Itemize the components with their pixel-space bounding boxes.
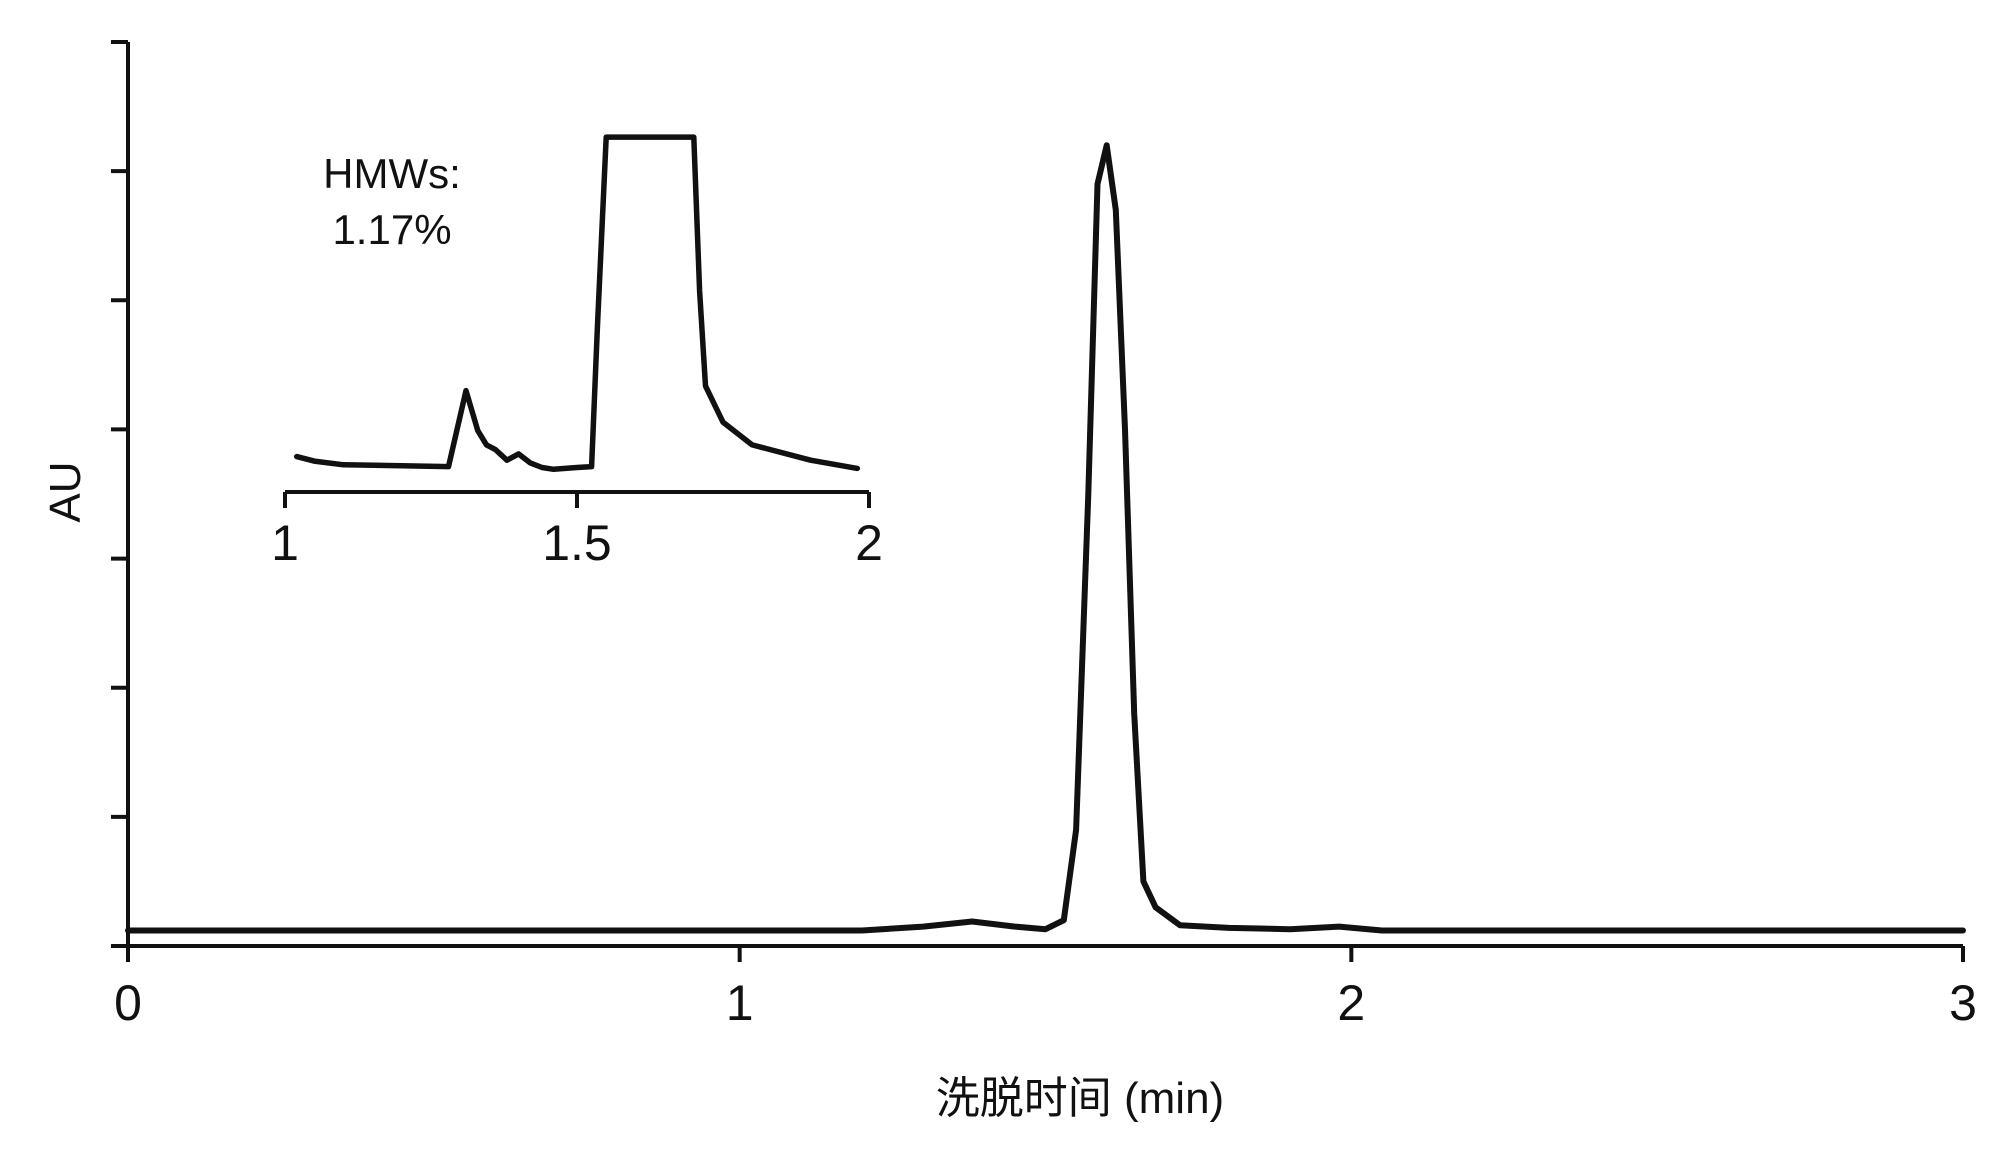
main-axes xyxy=(126,42,1963,948)
inset-x-tick-label: 2 xyxy=(855,515,883,571)
y-axis-title: AU xyxy=(41,461,90,522)
hmw-annotation-label: HMWs: xyxy=(323,150,461,197)
inset-chromatogram-line xyxy=(293,134,861,473)
main-x-tick-label: 3 xyxy=(1949,975,1977,1031)
hmw-annotation-value: 1.17% xyxy=(332,206,451,253)
inset-x-tick-label: 1 xyxy=(271,515,299,571)
main-chromatogram-line xyxy=(125,142,1966,934)
main-x-ticks: 0 1 2 3 xyxy=(114,946,1977,1031)
main-x-tick-label: 1 xyxy=(726,975,754,1031)
x-axis-title: 洗脱时间 (min) xyxy=(936,1074,1224,1123)
inset-chart: 1 1.5 2 HMWs: 1.17% xyxy=(271,134,883,571)
main-x-tick-label: 2 xyxy=(1337,975,1365,1031)
inset-x-tick-label: 1.5 xyxy=(542,515,612,571)
inset-x-ticks: 1 1.5 2 xyxy=(271,492,883,571)
main-y-ticks xyxy=(111,40,128,948)
main-x-tick-label: 0 xyxy=(114,975,142,1031)
